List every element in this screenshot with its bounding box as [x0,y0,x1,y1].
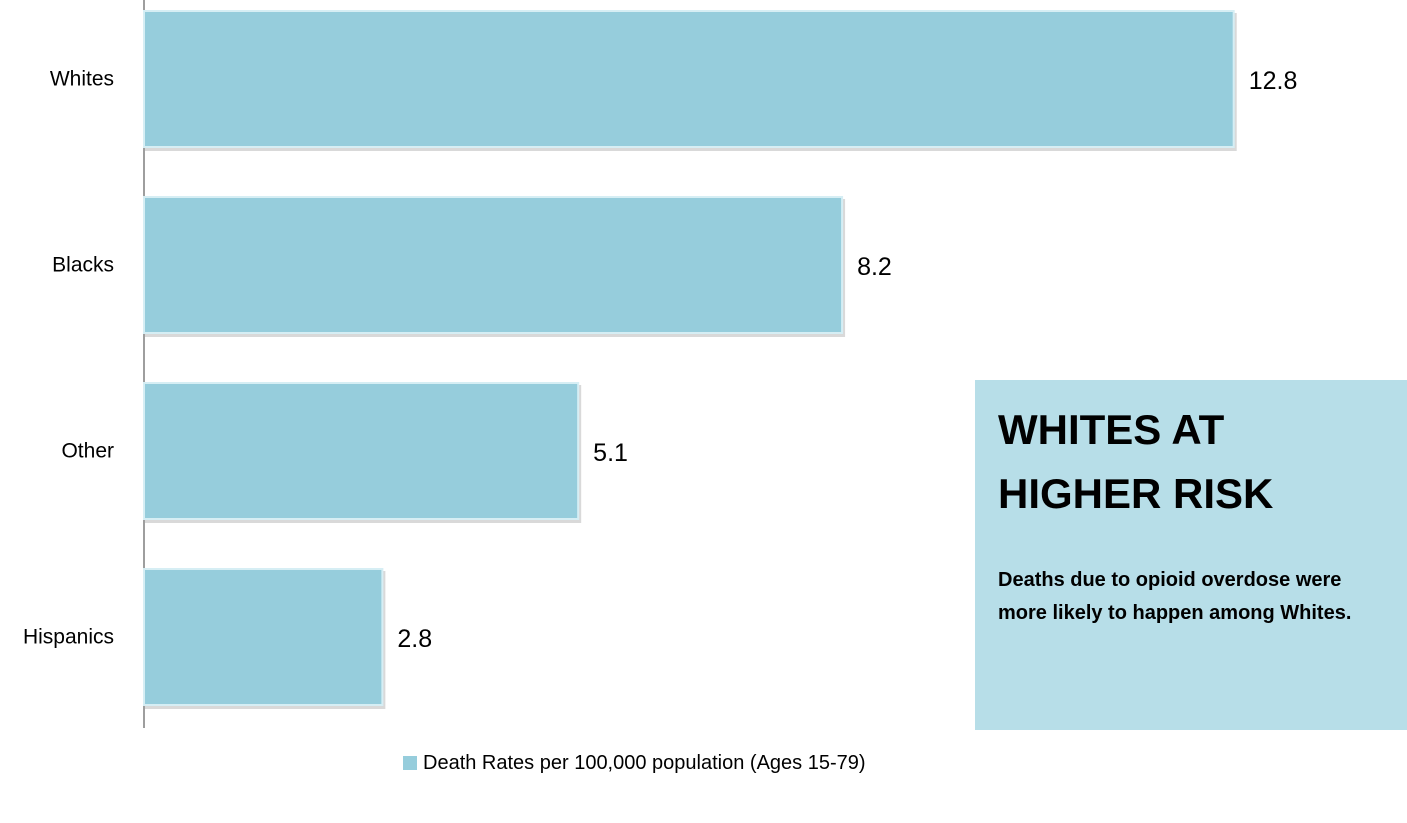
category-label-hispanics: Hispanics [23,626,114,649]
category-label-blacks: Blacks [52,254,114,277]
bar-whites [143,10,1235,148]
bar-blacks [143,196,844,334]
callout-body: Deaths due to opioid overdose were more … [998,569,1352,624]
value-label-whites: 12.8 [1249,67,1298,95]
category-label-other: Other [61,440,114,463]
bar-hispanics [143,568,384,706]
bars-group [143,10,1237,709]
value-label-blacks: 8.2 [857,253,892,281]
category-label-whites: Whites [50,68,114,91]
value-labels-group: 12.8 8.2 5.1 2.8 [397,67,1297,653]
bar-other [143,382,580,520]
value-label-other: 5.1 [593,439,628,467]
legend-swatch [403,756,417,770]
callout-title: WHITES AT HIGHER RISK [998,406,1274,517]
category-labels-group: Whites Blacks Other Hispanics [23,68,114,649]
legend: Death Rates per 100,000 population (Ages… [403,748,866,778]
value-label-hispanics: 2.8 [397,625,432,653]
legend-label: Death Rates per 100,000 population (Ages… [423,751,866,774]
callout-box: WHITES AT HIGHER RISK Deaths due to opio… [975,380,1407,730]
